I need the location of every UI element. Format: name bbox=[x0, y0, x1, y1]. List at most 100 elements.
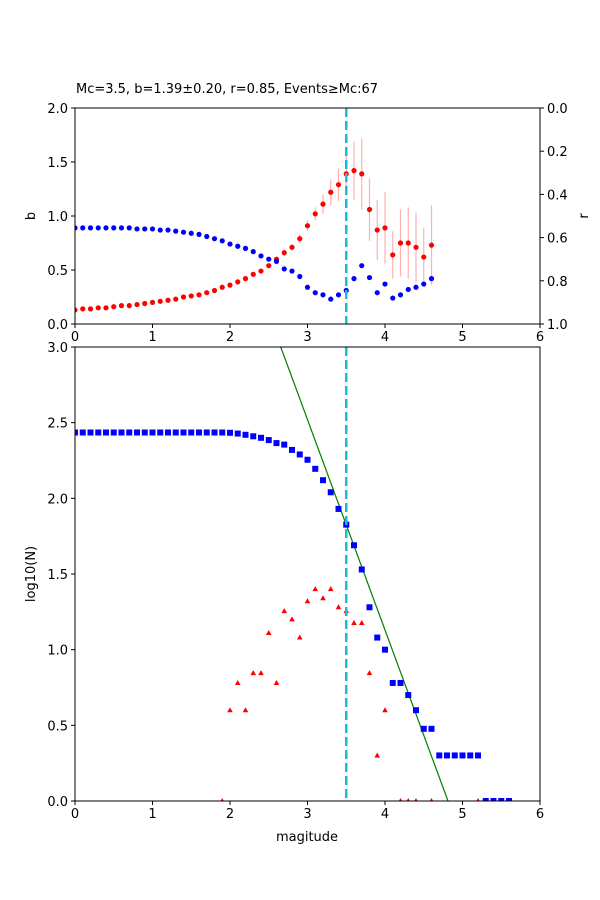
top-ylabel: b bbox=[24, 212, 39, 220]
noncumulative-point bbox=[374, 752, 381, 758]
cumulative-point bbox=[110, 429, 117, 436]
b-point bbox=[111, 304, 117, 310]
noncumulative-point bbox=[281, 608, 288, 614]
cumulative-point bbox=[397, 679, 404, 686]
b-point bbox=[335, 182, 342, 188]
bottom-ytick-label: 2.5 bbox=[47, 417, 68, 432]
bottom-plot-area bbox=[75, 347, 512, 801]
cumulative-point bbox=[165, 429, 171, 436]
cumulative-point bbox=[126, 429, 133, 436]
b-point bbox=[95, 305, 101, 311]
top-chart-title: Mc=3.5, b=1.39±0.20, r=0.85, Events≥Mc:6… bbox=[76, 82, 378, 97]
b-point bbox=[157, 298, 163, 304]
b-point bbox=[80, 306, 86, 312]
cumulative-point bbox=[141, 429, 148, 436]
r-point bbox=[157, 227, 163, 233]
b-point bbox=[126, 303, 132, 309]
cumulative-point bbox=[149, 429, 156, 436]
bottom-xtick-label: 3 bbox=[303, 807, 311, 822]
cumulative-point bbox=[258, 434, 264, 441]
cumulative-point bbox=[459, 752, 466, 759]
cumulative-point bbox=[172, 429, 179, 436]
r-point bbox=[211, 236, 218, 242]
cumulative-point bbox=[188, 429, 195, 436]
bottom-xlabel: magitude bbox=[276, 830, 338, 845]
cumulative-point bbox=[389, 679, 396, 686]
cumulative-point bbox=[103, 429, 109, 436]
top-ytick-right-label: 0.2 bbox=[547, 145, 568, 160]
noncumulative-point bbox=[358, 620, 365, 626]
cumulative-point bbox=[196, 429, 202, 436]
cumulative-point bbox=[242, 431, 249, 438]
r-point bbox=[351, 276, 357, 282]
b-point bbox=[297, 236, 303, 242]
b-point bbox=[328, 189, 334, 195]
top-xtick-label: 5 bbox=[458, 330, 466, 345]
top-plot-area bbox=[75, 138, 435, 313]
bottom-xtick-label: 6 bbox=[536, 807, 544, 822]
r-point bbox=[273, 258, 280, 264]
cumulative-point bbox=[227, 429, 233, 436]
b-point bbox=[281, 250, 287, 256]
noncumulative-point bbox=[227, 707, 233, 713]
cumulative-point bbox=[87, 429, 94, 436]
r-point bbox=[134, 226, 140, 232]
r-point bbox=[335, 292, 342, 298]
r-point bbox=[118, 225, 125, 231]
top-ytick-right-label: 1.0 bbox=[547, 318, 568, 333]
b-point bbox=[173, 296, 179, 302]
cumulative-point bbox=[335, 505, 342, 512]
cumulative-point bbox=[250, 433, 257, 440]
top-xtick-label: 0 bbox=[71, 330, 79, 345]
b-point bbox=[320, 201, 326, 207]
b-point bbox=[304, 223, 311, 229]
bottom-xtick-label: 4 bbox=[381, 807, 389, 822]
cumulative-point bbox=[234, 430, 241, 437]
r-point bbox=[428, 276, 435, 282]
b-point bbox=[359, 171, 365, 177]
noncumulative-point bbox=[398, 798, 403, 801]
bottom-axes: 0 1 2 3 4 5 6 0.0 0.5 1.0 1.5 2.0 2.5 3.0 bbox=[47, 341, 544, 822]
noncumulative-point bbox=[366, 670, 373, 676]
r-point bbox=[126, 225, 132, 231]
b-point bbox=[382, 225, 388, 231]
cumulative-point bbox=[265, 437, 272, 444]
top-ytick-label: 0.5 bbox=[47, 264, 68, 279]
cumulative-point bbox=[405, 692, 412, 699]
r-point bbox=[374, 290, 380, 296]
top-ytick-right-label: 0.8 bbox=[547, 275, 568, 290]
noncumulative-point bbox=[382, 707, 388, 713]
top-ytick-label: 0.0 bbox=[47, 318, 68, 333]
noncumulative-point bbox=[242, 707, 249, 713]
b-point bbox=[118, 303, 125, 309]
cumulative-point bbox=[428, 725, 435, 732]
top-ytick-right-label: 0.6 bbox=[547, 232, 568, 247]
cumulative-point bbox=[436, 752, 443, 759]
noncumulative-point bbox=[320, 595, 326, 601]
noncumulative-point bbox=[304, 598, 311, 604]
top-axes-frame bbox=[74, 107, 541, 325]
b-point bbox=[366, 206, 373, 213]
b-point bbox=[211, 287, 218, 294]
b-point bbox=[374, 227, 380, 233]
b-point bbox=[165, 297, 171, 303]
r-point bbox=[366, 274, 373, 281]
cumulative-point bbox=[490, 798, 497, 801]
b-point bbox=[351, 168, 357, 174]
r-point bbox=[87, 225, 94, 231]
b-point bbox=[289, 244, 295, 250]
cumulative-point bbox=[203, 429, 210, 436]
r-point bbox=[359, 263, 365, 269]
noncumulative-point bbox=[327, 586, 334, 592]
r-point bbox=[250, 249, 256, 255]
top-axes: 0 1 2 3 4 5 6 0.0 0.5 1.0 1.5 2.0 0.0 0.2 0.4 0.6 0.8 1.0 bbox=[47, 102, 567, 345]
r-point bbox=[173, 228, 179, 234]
noncumulative-point bbox=[273, 679, 280, 685]
b-point bbox=[405, 240, 411, 246]
gr-fit-line bbox=[280, 347, 449, 801]
r-point bbox=[397, 292, 404, 298]
b-point bbox=[428, 242, 435, 248]
b-point bbox=[235, 279, 241, 285]
noncumulative-point bbox=[296, 634, 303, 640]
